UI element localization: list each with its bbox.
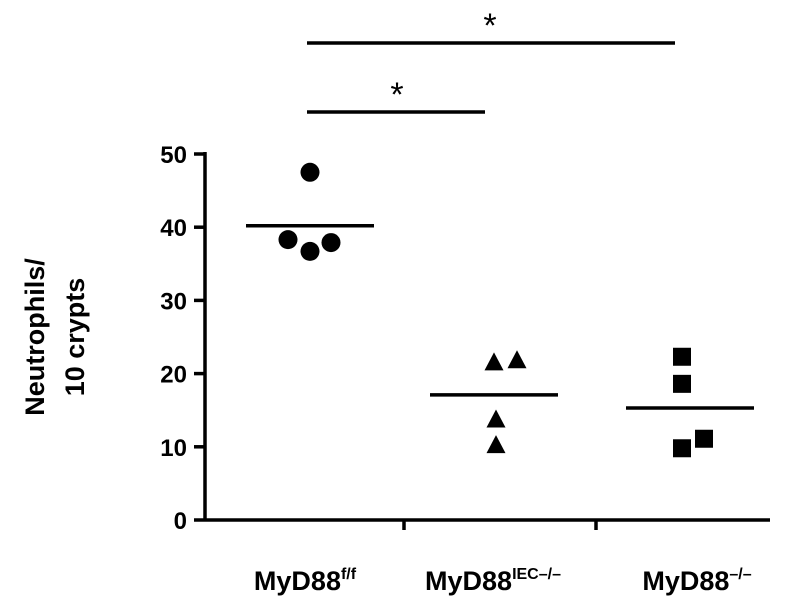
data-point-square — [673, 374, 691, 393]
data-point-circle — [300, 241, 320, 261]
data-point-triangle — [507, 350, 527, 369]
data-point-triangle — [484, 352, 504, 371]
y-axis-title: Neutrophils/10 crypts — [20, 258, 90, 416]
significance-star: * — [390, 76, 403, 114]
y-tick-label: 30 — [160, 288, 187, 315]
category-base: MyD88 — [642, 566, 729, 596]
data-point-circle — [300, 162, 320, 182]
data-point-triangle — [486, 409, 506, 428]
category-superscript: f/f — [341, 566, 357, 583]
significance-star: * — [483, 7, 496, 45]
category-base: MyD88 — [254, 566, 341, 596]
axes: 0 10 20 30 40 50 — [160, 142, 770, 535]
y-tick-label: 50 — [160, 142, 187, 169]
y-tick-label: 10 — [160, 435, 187, 462]
category-labels: MyD88f/f MyD88IEC–/– MyD88–/– — [254, 566, 752, 596]
data-point-square — [695, 429, 713, 448]
data-point-triangle — [486, 435, 506, 454]
category-base: MyD88 — [425, 566, 512, 596]
y-tick-label: 20 — [160, 362, 187, 389]
x-category-label: MyD88f/f — [254, 566, 357, 596]
data-point-circle — [321, 233, 341, 253]
y-axis-label: Neutrophils/10 crypts — [20, 258, 90, 416]
y-axis-title-line: Neutrophils/ — [20, 258, 50, 416]
data-point-square — [673, 439, 691, 458]
x-category-label: MyD88IEC–/– — [425, 566, 561, 596]
y-axis-title-line: 10 crypts — [60, 278, 90, 397]
y-tick-label: 40 — [160, 215, 187, 242]
data-marks — [246, 162, 754, 458]
category-superscript: IEC–/– — [512, 566, 561, 583]
data-point-circle — [278, 230, 298, 250]
x-category-label: MyD88–/– — [642, 566, 751, 596]
y-tick-label: 0 — [174, 508, 187, 535]
category-superscript: –/– — [729, 566, 751, 583]
data-point-square — [673, 347, 691, 366]
significance-bars: ** — [307, 7, 675, 114]
